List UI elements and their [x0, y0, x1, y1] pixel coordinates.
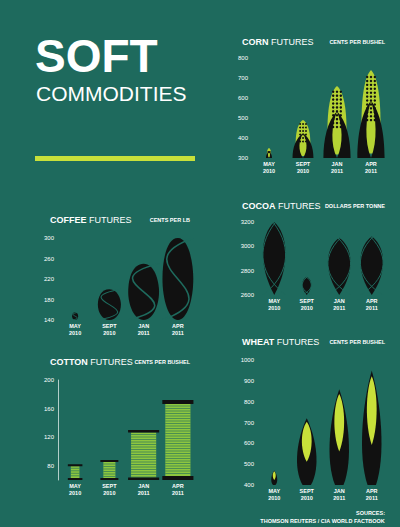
svg-text:2010: 2010 [103, 330, 115, 336]
svg-text:SEPT: SEPT [300, 488, 315, 494]
svg-text:MAY: MAY [69, 323, 81, 329]
svg-text:JAN: JAN [331, 161, 342, 167]
svg-text:APR: APR [172, 483, 184, 489]
svg-text:80: 80 [47, 463, 54, 469]
svg-text:3200: 3200 [241, 219, 255, 225]
svg-text:500: 500 [244, 461, 255, 467]
svg-text:MAY: MAY [268, 488, 280, 494]
svg-text:220: 220 [44, 276, 55, 282]
svg-text:2010: 2010 [69, 330, 81, 336]
svg-text:400: 400 [244, 482, 255, 488]
svg-text:2010: 2010 [301, 495, 313, 501]
svg-text:SOFT: SOFT [35, 30, 158, 82]
svg-text:CENTS PER BUSHEL: CENTS PER BUSHEL [134, 359, 190, 365]
svg-text:SEPT: SEPT [296, 161, 311, 167]
svg-text:3000: 3000 [241, 243, 255, 249]
svg-text:300: 300 [238, 155, 249, 161]
svg-text:JAN: JAN [138, 323, 149, 329]
svg-text:THOMSON REUTERS / CIA WORLD FA: THOMSON REUTERS / CIA WORLD FACTBOOK [260, 518, 384, 524]
svg-text:120: 120 [44, 434, 55, 440]
svg-text:MAY: MAY [69, 483, 81, 489]
svg-text:2011: 2011 [366, 305, 378, 311]
svg-text:DOLLARS PER TONNE: DOLLARS PER TONNE [325, 203, 385, 209]
svg-text:JAN: JAN [334, 488, 345, 494]
svg-text:600: 600 [244, 440, 255, 446]
svg-text:700: 700 [244, 420, 255, 426]
svg-text:MAY: MAY [268, 298, 280, 304]
svg-text:2011: 2011 [138, 490, 150, 496]
svg-text:160: 160 [44, 406, 55, 412]
svg-text:CENTS PER BUSHEL: CENTS PER BUSHEL [329, 339, 385, 345]
svg-text:2600: 2600 [241, 292, 255, 298]
svg-text:COFFEE: COFFEE [50, 215, 89, 225]
svg-text:APR: APR [366, 488, 378, 494]
svg-text:SEPT: SEPT [102, 323, 117, 329]
svg-text:CORN: CORN [242, 37, 271, 47]
svg-text:2011: 2011 [333, 305, 345, 311]
svg-text:800: 800 [244, 399, 255, 405]
svg-text:CENTS PER BUSHEL: CENTS PER BUSHEL [329, 39, 385, 45]
svg-text:APR: APR [365, 161, 377, 167]
svg-text:140: 140 [44, 317, 55, 323]
svg-text:COMMODITIES: COMMODITIES [36, 82, 187, 105]
svg-text:500: 500 [238, 115, 249, 121]
svg-text:2010: 2010 [69, 490, 81, 496]
svg-text:2800: 2800 [241, 268, 255, 274]
svg-text:300: 300 [44, 235, 55, 241]
svg-text:SEPT: SEPT [300, 298, 315, 304]
svg-text:APR: APR [172, 323, 184, 329]
svg-text:JAN: JAN [334, 298, 345, 304]
svg-text:2010: 2010 [297, 168, 309, 174]
svg-text:2011: 2011 [331, 168, 343, 174]
svg-text:1000: 1000 [241, 357, 255, 363]
svg-text:2010: 2010 [263, 168, 275, 174]
svg-text:MAY: MAY [263, 161, 275, 167]
svg-text:JAN: JAN [138, 483, 149, 489]
svg-text:FUTURES: FUTURES [278, 201, 321, 211]
svg-text:180: 180 [44, 297, 55, 303]
svg-text:WHEAT: WHEAT [242, 337, 277, 347]
svg-text:FUTURES: FUTURES [89, 215, 132, 225]
svg-text:2010: 2010 [268, 305, 280, 311]
svg-text:2010: 2010 [301, 305, 313, 311]
svg-text:2011: 2011 [365, 168, 377, 174]
svg-text:200: 200 [44, 377, 55, 383]
svg-text:CENTS PER LB: CENTS PER LB [150, 217, 190, 223]
svg-text:2011: 2011 [333, 495, 345, 501]
svg-text:700: 700 [238, 75, 249, 81]
svg-text:FUTURES: FUTURES [271, 37, 314, 47]
svg-text:SEPT: SEPT [102, 483, 117, 489]
svg-text:2010: 2010 [103, 490, 115, 496]
svg-text:APR: APR [366, 298, 378, 304]
svg-text:2010: 2010 [268, 495, 280, 501]
svg-text:2011: 2011 [366, 495, 378, 501]
svg-text:260: 260 [44, 256, 55, 262]
svg-text:2011: 2011 [138, 330, 150, 336]
svg-text:COCOA: COCOA [242, 201, 278, 211]
svg-text:SOURCES:: SOURCES: [356, 510, 385, 516]
svg-text:FUTURES: FUTURES [90, 357, 133, 367]
svg-text:400: 400 [238, 135, 249, 141]
svg-text:600: 600 [238, 95, 249, 101]
svg-text:COTTON: COTTON [50, 357, 90, 367]
svg-text:800: 800 [238, 55, 249, 61]
svg-text:2011: 2011 [172, 330, 184, 336]
svg-text:FUTURES: FUTURES [277, 337, 320, 347]
svg-text:900: 900 [244, 378, 255, 384]
svg-text:2011: 2011 [172, 490, 184, 496]
